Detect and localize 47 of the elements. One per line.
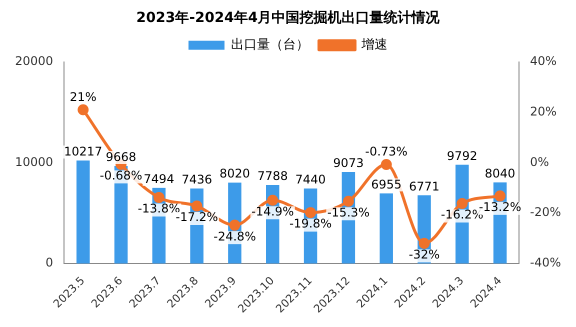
chart-title: 2023年-2024年4月中国挖掘机出口量统计情况 xyxy=(136,9,441,26)
data-label: 9073 xyxy=(333,156,364,170)
y2-tick-label: 40% xyxy=(530,54,557,68)
y-tick-label: 0 xyxy=(46,256,54,270)
point xyxy=(267,194,278,206)
data-label: -13.8% xyxy=(138,202,180,216)
bar xyxy=(380,193,393,264)
y2-tick-label: 0% xyxy=(530,154,550,169)
data-label: -16.2% xyxy=(440,208,484,222)
point xyxy=(456,198,468,209)
point xyxy=(78,104,89,116)
data-label: -15.3% xyxy=(327,205,370,220)
data-label: 9668 xyxy=(106,150,136,164)
point xyxy=(153,192,164,203)
data-label: -14.9% xyxy=(251,204,294,218)
data-label: -0.68% xyxy=(100,168,142,182)
data-label: 10217 xyxy=(64,144,102,159)
data-label: -32% xyxy=(408,247,440,262)
data-label: 9792 xyxy=(446,148,478,163)
point xyxy=(380,158,392,170)
legend-label: 增速 xyxy=(360,38,388,53)
data-label: 7436 xyxy=(182,172,212,187)
y-tick-label: 10000 xyxy=(14,154,54,169)
data-label: 7788 xyxy=(257,169,288,184)
data-label: -13.2% xyxy=(478,200,522,214)
data-label: 6955 xyxy=(371,177,402,192)
y2-tick-label: 20% xyxy=(530,104,557,118)
bar xyxy=(76,160,90,264)
data-label: 6771 xyxy=(408,179,440,194)
point xyxy=(342,196,354,207)
y-tick-label: 20000 xyxy=(14,54,54,68)
data-label: 7440 xyxy=(295,172,326,187)
y2-tick-label: -40% xyxy=(530,256,562,270)
y2-tick-label: -20% xyxy=(530,205,562,220)
point xyxy=(229,220,240,231)
data-label: 7494 xyxy=(144,172,174,186)
point xyxy=(191,200,202,212)
data-label: -24.8% xyxy=(214,229,256,244)
point xyxy=(418,238,430,249)
point xyxy=(494,190,506,202)
data-label: 8040 xyxy=(484,166,516,181)
legend-label: 出口量（台） xyxy=(231,38,309,53)
data-label: 21% xyxy=(70,90,96,104)
data-label: 8020 xyxy=(219,166,250,181)
data-label: -19.8% xyxy=(289,216,332,231)
data-label: -0.73% xyxy=(365,144,408,159)
point xyxy=(305,207,316,218)
